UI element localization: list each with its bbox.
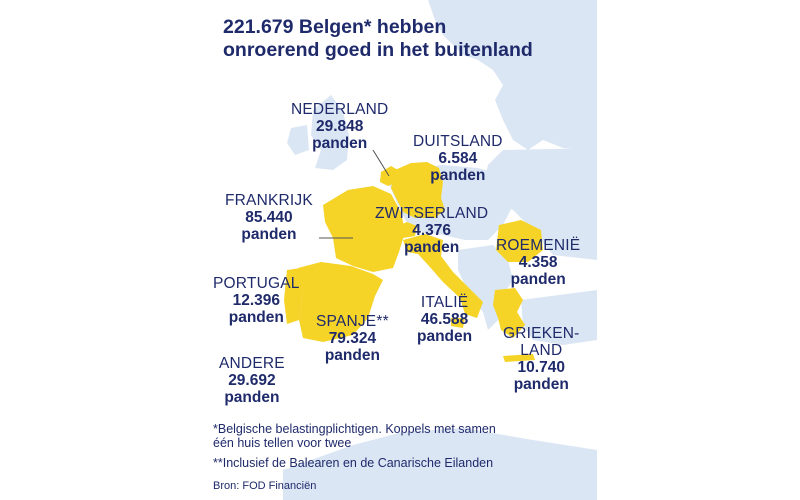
country-unit: panden [228, 309, 284, 326]
country-unit: panden [510, 271, 566, 288]
country-value: 29.848 [315, 118, 364, 135]
label-nederland: NEDERLAND 29.848 panden [291, 101, 388, 152]
country-unit: panden [241, 226, 297, 243]
country-value: 29.692 [228, 372, 276, 389]
country-name: ANDERE [219, 355, 285, 372]
country-value: 79.324 [328, 330, 377, 347]
country-name: NEDERLAND [291, 101, 389, 118]
label-frankrijk: FRANKRIJK 85.440 panden [225, 192, 313, 243]
footnote-2: **Inclusief de Balearen en de Canarische… [213, 456, 494, 470]
country-value: 85.440 [245, 209, 293, 226]
label-roemenie: ROEMENIË 4.358 panden [496, 237, 580, 288]
country-value: 4.376 [412, 222, 452, 239]
country-value: 10.740 [517, 359, 565, 376]
sicily-shape [451, 318, 465, 328]
title-line-2: onroerend goed in het buitenland [223, 39, 533, 61]
greece-shape [493, 288, 525, 338]
switzerland-shape [393, 222, 417, 238]
footnote-1-line-2: één huis tellen voor twee [213, 436, 352, 450]
label-zwitserland: ZWITSERLAND 4.376 panden [375, 205, 488, 256]
leader-nederland [372, 149, 390, 177]
highlighted-countries [284, 162, 543, 362]
label-andere: ANDERE 29.692 panden [219, 355, 285, 406]
country-name: PORTUGAL [213, 275, 300, 292]
country-name: ITALIË [420, 294, 469, 311]
baltic-east-shape [483, 148, 597, 260]
turkey-shape [521, 290, 597, 345]
page-title: 221.679 Belgen* hebben onroerend goed in… [223, 16, 533, 62]
country-unit: panden [430, 167, 486, 184]
country-name: ROEMENIË [496, 237, 581, 254]
country-unit: panden [224, 389, 280, 406]
country-unit: panden [312, 135, 368, 152]
country-name: SPANJE** [316, 313, 389, 330]
country-value: 4.358 [518, 254, 558, 271]
country-unit: panden [404, 239, 460, 256]
country-name: FRANKRIJK [225, 192, 313, 209]
country-name: GRIEKEN- LAND [503, 325, 580, 359]
ireland-shape [287, 125, 309, 155]
country-name: DUITSLAND [413, 133, 503, 150]
north-africa-shape [283, 428, 597, 500]
uk-shape [311, 95, 349, 170]
country-value: 6.584 [438, 150, 478, 167]
label-italie: ITALIË 46.588 panden [417, 294, 472, 345]
spain-shape [298, 262, 383, 342]
label-griekenland: GRIEKEN- LAND 10.740 panden [503, 325, 580, 393]
france-shape [323, 186, 405, 272]
crete-shape [503, 354, 535, 362]
title-line-1: 221.679 Belgen* hebben [223, 16, 447, 38]
footnote-1-line-1: *Belgische belastingplichtigen. Koppels … [213, 422, 496, 436]
country-value: 46.588 [420, 311, 469, 328]
country-unit: panden [417, 328, 473, 345]
portugal-shape [284, 268, 303, 324]
romania-shape [496, 220, 543, 262]
country-name: ZWITSERLAND [375, 205, 489, 222]
source-credit: Bron: FOD Financiën [213, 480, 317, 492]
label-duitsland: DUITSLAND 6.584 panden [413, 133, 503, 184]
leader-lines [319, 149, 390, 239]
infographic-panel: 221.679 Belgen* hebben onroerend goed in… [203, 0, 597, 500]
europe-map [283, 0, 597, 500]
label-portugal: PORTUGAL 12.396 panden [213, 275, 300, 326]
germany-shape [391, 162, 445, 218]
country-unit: panden [513, 376, 569, 393]
italy-shape [403, 234, 483, 318]
label-spanje: SPANJE** 79.324 panden [316, 313, 389, 364]
scandinavia-shape [428, 0, 597, 150]
country-unit: panden [324, 347, 380, 364]
country-value: 12.396 [232, 292, 280, 309]
